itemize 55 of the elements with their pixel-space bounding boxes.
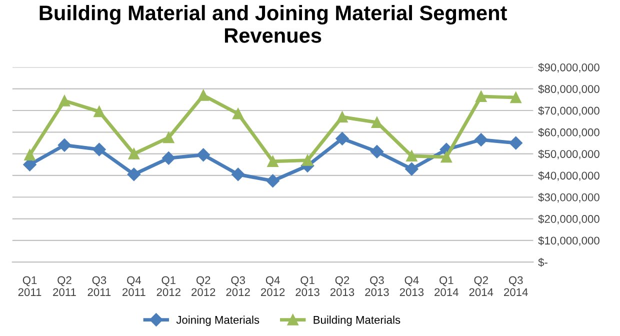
point xyxy=(302,154,314,166)
x-tick-label: Q4 2013 xyxy=(400,276,424,296)
y-tick-label: $90,000,000 xyxy=(538,63,600,73)
x-tick-label: Q1 2013 xyxy=(296,276,320,296)
point xyxy=(196,148,210,162)
point xyxy=(232,108,244,120)
point xyxy=(163,132,174,144)
point xyxy=(510,92,522,104)
point xyxy=(58,138,72,152)
point xyxy=(405,162,418,176)
x-tick-label: Q2 2011 xyxy=(53,276,76,296)
point xyxy=(476,90,487,102)
point xyxy=(474,133,488,146)
point xyxy=(370,145,384,158)
x-tick-label: Q1 2014 xyxy=(434,276,458,296)
y-tick-label: $10,000,000 xyxy=(538,236,600,246)
x-tick-label: Q1 2011 xyxy=(18,276,42,296)
point xyxy=(266,174,280,188)
x-tick-label: Q1 2012 xyxy=(156,276,180,296)
point xyxy=(509,136,522,150)
point xyxy=(406,150,418,162)
point xyxy=(198,90,209,101)
point xyxy=(127,168,141,181)
x-tick-label: Q3 2013 xyxy=(365,276,389,296)
x-tick-label: Q4 2011 xyxy=(122,276,146,296)
point xyxy=(336,111,348,123)
x-tick-label: Q3 2014 xyxy=(504,276,528,296)
x-tick-label: Q4 2012 xyxy=(261,276,285,296)
chart-title: Building Material and Joining Material Segment Revenues xyxy=(40,5,507,43)
point xyxy=(231,168,245,181)
point xyxy=(162,152,176,165)
x-tick-label: Q2 2012 xyxy=(192,276,216,296)
point xyxy=(92,142,106,156)
x-tick-label: Q2 2014 xyxy=(469,276,494,296)
point xyxy=(128,148,140,160)
y-tick-label: $80,000,000 xyxy=(538,84,600,94)
y-tick-label: $40,000,000 xyxy=(538,171,600,181)
legend-label: Building Materials xyxy=(314,316,400,326)
legend-label: Joining Materials xyxy=(176,316,260,326)
x-tick-label: Q2 2013 xyxy=(330,276,354,296)
y-tick-label: $20,000,000 xyxy=(538,214,600,224)
point xyxy=(440,152,452,163)
x-tick-label: Q3 2012 xyxy=(226,276,250,296)
y-tick-label: $30,000,000 xyxy=(538,192,600,203)
point xyxy=(58,95,70,106)
y-tick-label: $50,000,000 xyxy=(538,150,600,160)
point xyxy=(267,156,278,167)
point xyxy=(336,132,349,146)
point xyxy=(371,116,383,128)
point xyxy=(94,106,105,118)
y-tick-label: $60,000,000 xyxy=(538,128,600,138)
y-tick-label: $- xyxy=(538,258,548,267)
point xyxy=(24,149,36,160)
y-tick-label: $70,000,000 xyxy=(538,106,600,116)
x-tick-label: Q3 2011 xyxy=(88,276,111,296)
